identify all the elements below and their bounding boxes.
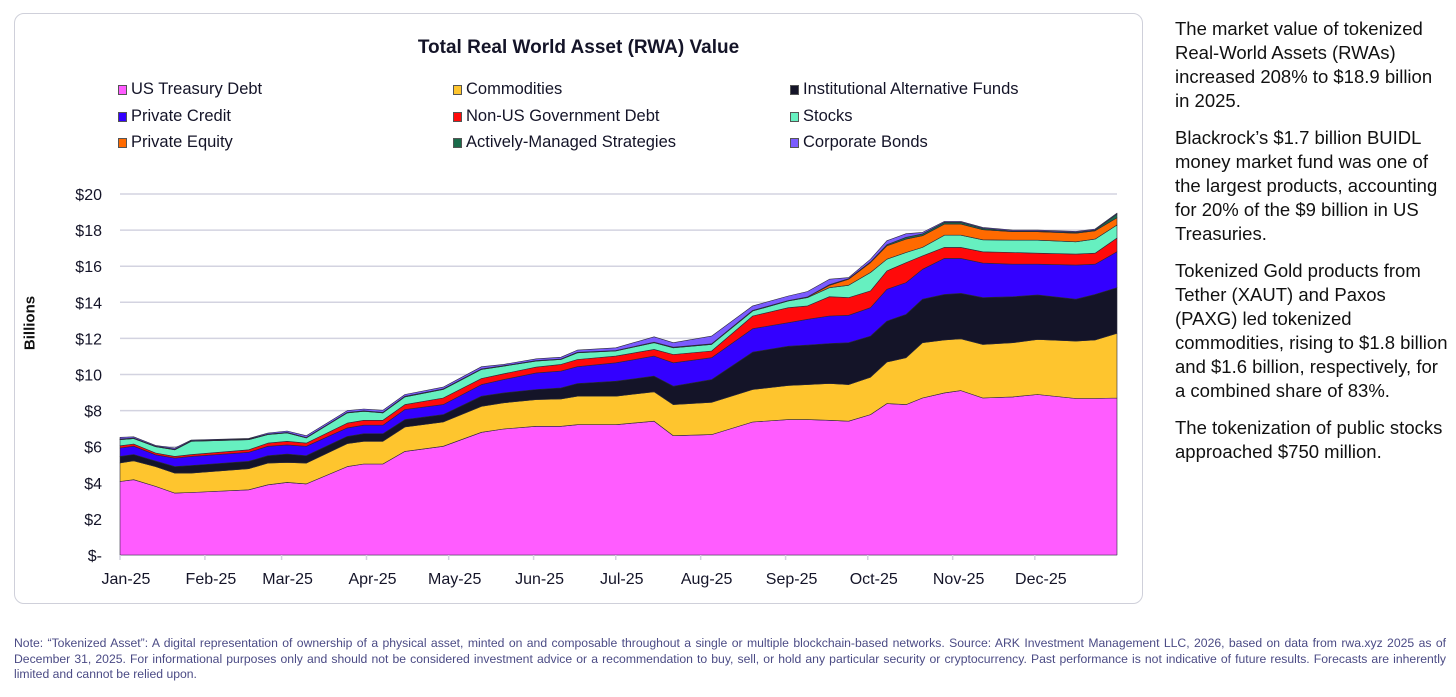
chart-title: Total Real World Asset (RWA) Value <box>417 37 740 58</box>
x-axis-ticks: Jan-25 Feb-25 Mar-25 Apr-25 May-25 Jun-25 Jul-… <box>102 555 1067 588</box>
legend-swatch <box>790 137 799 148</box>
y-axis-label: Billions <box>21 295 39 351</box>
legend-label: US Treasury Debt <box>131 80 263 98</box>
x-tick-label: Feb-25 <box>186 571 237 588</box>
legend-item: US Treasury Debt <box>118 80 262 99</box>
y-tick-label: $- <box>88 548 102 565</box>
commentary-paragraph: The market value of tokenized Real-World… <box>1175 18 1433 111</box>
area-series <box>119 212 1118 556</box>
footnote: Note: “Tokenized Asset”: A digital repre… <box>14 636 1446 681</box>
legend-item: Commodities <box>453 80 562 99</box>
commentary-paragraph: The tokenization of public stocks approa… <box>1175 417 1443 462</box>
x-tick-label: Jul-25 <box>600 571 644 588</box>
legend-label: Non-US Government Debt <box>466 107 660 125</box>
legend-swatch <box>790 84 799 95</box>
legend-label: Corporate Bonds <box>803 133 928 151</box>
commentary-paragraph: Blackrock’s $1.7 billion BUIDL money mar… <box>1175 127 1438 244</box>
legend-swatch <box>118 84 127 95</box>
y-tick-label: $4 <box>84 476 102 493</box>
legend-swatch <box>118 137 127 148</box>
legend-label: Private Equity <box>131 133 233 151</box>
legend-label: Stocks <box>803 107 853 125</box>
y-tick-label: $2 <box>84 512 102 529</box>
y-tick-label: $8 <box>84 404 102 421</box>
y-axis-ticks: $- $2 $4 $6 $8 $10 $12 $14 $16 $18 $20 <box>75 187 102 565</box>
y-tick-label: $18 <box>75 223 102 240</box>
legend-item: Private Credit <box>118 107 231 126</box>
legend-label: Commodities <box>466 80 563 98</box>
commentary-paragraph: Tokenized Gold products from Tether (XAU… <box>1175 260 1448 401</box>
y-tick-label: $14 <box>75 295 102 312</box>
legend-label: Private Credit <box>131 107 231 125</box>
chart-card <box>14 13 1143 604</box>
legend-item: Stocks <box>790 107 853 126</box>
legend-label: Actively-Managed Strategies <box>466 133 677 151</box>
x-tick-label: Jan-25 <box>102 571 151 588</box>
legend-item: Non-US Government Debt <box>453 107 660 126</box>
y-tick-label: $16 <box>75 259 102 276</box>
legend-item: Private Equity <box>118 133 233 152</box>
x-tick-label: Sep-25 <box>766 571 818 588</box>
y-tick-label: $12 <box>75 331 102 348</box>
legend-swatch <box>453 137 462 148</box>
legend-label: Institutional Alternative Funds <box>803 80 1019 98</box>
area-corporate-bonds <box>119 212 1118 450</box>
x-tick-label: Dec-25 <box>1015 571 1067 588</box>
y-tick-label: $6 <box>84 440 102 457</box>
commentary: The market value of tokenized Real-World… <box>1175 17 1450 477</box>
legend-swatch <box>453 84 462 95</box>
x-tick-label: Jun-25 <box>515 571 564 588</box>
legend-item: Institutional Alternative Funds <box>790 80 1019 99</box>
stacked-area-chart: $- $2 $4 $6 $8 $10 $12 $14 $16 $18 $20 Jan-25 Feb-2… <box>75 187 1118 588</box>
x-tick-label: May-25 <box>428 571 481 588</box>
y-tick-label: $10 <box>75 368 102 385</box>
legend-swatch <box>790 111 799 122</box>
y-tick-label: $20 <box>75 187 102 204</box>
x-tick-label: Oct-25 <box>850 571 898 588</box>
x-tick-label: Mar-25 <box>262 571 313 588</box>
x-tick-label: Aug-25 <box>681 571 733 588</box>
legend-item: Actively-Managed Strategies <box>453 133 676 152</box>
legend-item: Corporate Bonds <box>790 133 928 152</box>
legend-swatch <box>453 111 462 122</box>
x-tick-label: Apr-25 <box>348 571 396 588</box>
legend-swatch <box>118 111 127 122</box>
x-tick-label: Nov-25 <box>933 571 985 588</box>
